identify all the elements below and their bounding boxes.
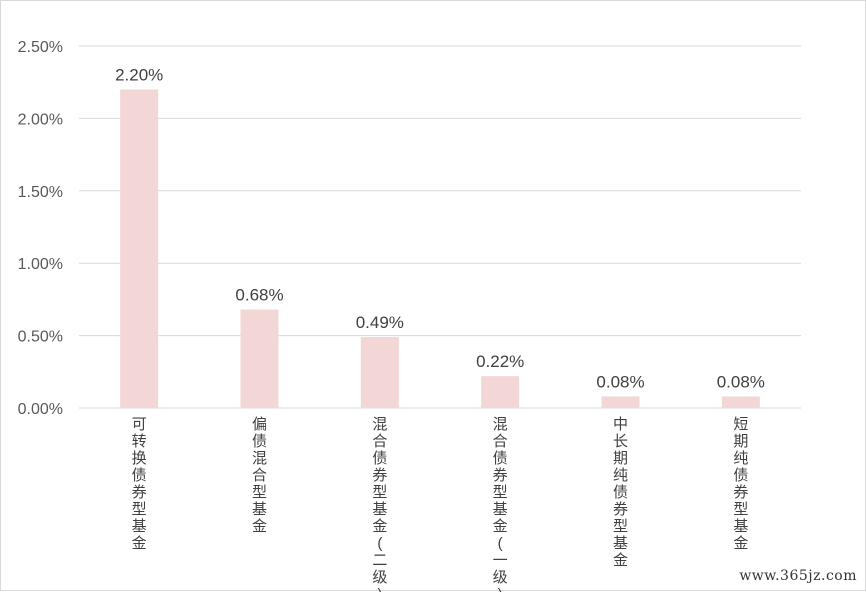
data-label: 0.08%	[717, 372, 765, 391]
y-tick-label: 0.50%	[18, 329, 63, 346]
y-tick-label: 2.00%	[18, 111, 63, 128]
data-label: 0.49%	[356, 313, 404, 332]
category-label: 短期纯债券型基金	[733, 416, 748, 552]
category-label: 可转换债券型基金	[132, 416, 147, 552]
category-labels: 可转换债券型基金 偏债混合型基金 混合债券型基金(二级) 混合债券型基金(一级) 中长期…	[132, 416, 749, 592]
category-label: 混合债券型基金(一级)	[493, 416, 508, 592]
data-label: 0.68%	[235, 286, 283, 305]
bar	[481, 376, 520, 408]
category-label: 中长期纯债券型基金	[613, 416, 628, 569]
category-label: 偏债混合型基金	[252, 416, 267, 535]
data-label: 0.08%	[596, 372, 644, 391]
bars	[120, 89, 760, 408]
bar	[240, 309, 279, 408]
data-labels: 2.20% 0.68% 0.49% 0.22% 0.08% 0.08%	[115, 65, 765, 391]
y-tick-label: 1.50%	[18, 184, 63, 201]
bar	[601, 396, 640, 408]
bar	[721, 396, 760, 408]
data-label: 0.22%	[476, 352, 524, 371]
y-tick-label: 0.00%	[18, 401, 63, 418]
y-axis-ticks: 0.00% 0.50% 1.00% 1.50% 2.00% 2.50%	[18, 39, 63, 418]
gridlines	[79, 45, 801, 409]
bar	[120, 89, 159, 408]
category-label: 混合债券型基金(二级)	[372, 416, 387, 592]
data-label: 2.20%	[115, 65, 163, 84]
y-tick-label: 1.00%	[18, 256, 63, 273]
watermark: www.365jz.com	[739, 568, 857, 584]
bar	[360, 337, 399, 408]
y-tick-label: 2.50%	[18, 39, 63, 56]
